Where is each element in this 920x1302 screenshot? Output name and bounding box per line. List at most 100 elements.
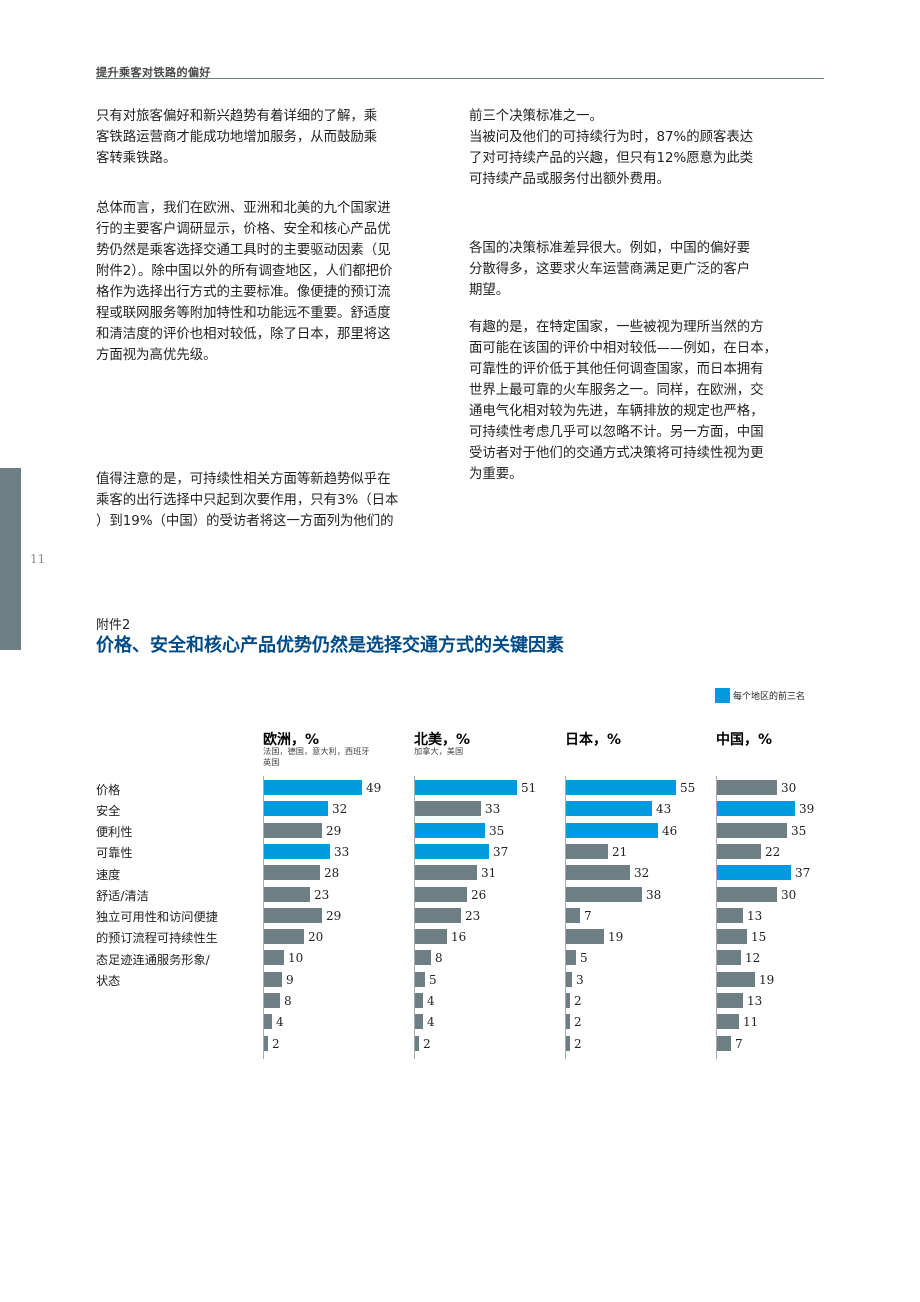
bar	[717, 865, 791, 881]
bar-value-label: 2	[574, 1015, 582, 1030]
bar-value-label: 4	[276, 1015, 284, 1030]
bar-value-label: 7	[584, 908, 592, 923]
bar-value-label: 4	[427, 994, 435, 1008]
bar	[415, 950, 431, 966]
panel-axis	[716, 776, 717, 1059]
bar-value-label: 23	[465, 908, 481, 923]
bar	[566, 886, 642, 902]
bar	[717, 950, 741, 966]
bar	[717, 971, 755, 987]
bar	[566, 843, 608, 859]
category-label: 安全	[96, 804, 121, 818]
panel-title: 中国，%	[716, 732, 773, 748]
bar-value-label: 8	[284, 994, 292, 1008]
bar	[717, 993, 743, 1008]
bar-value-label: 30	[781, 887, 797, 902]
bar	[566, 907, 580, 923]
bar	[415, 971, 425, 987]
panel-title: 北美，%	[414, 732, 471, 748]
bar	[717, 801, 795, 817]
bar-value-label: 10	[288, 951, 304, 966]
annex-title: 价格、安全和核心产品优势仍然是选择交通方式的关键因素	[96, 635, 564, 656]
bar-value-label: 21	[612, 844, 628, 859]
bar-value-label: 19	[759, 972, 775, 987]
bar-value-label: 26	[471, 887, 487, 902]
category-label: 可靠性	[96, 846, 133, 860]
page-number: 11	[30, 552, 46, 566]
panel-axis	[414, 776, 415, 1059]
bar-value-label: 12	[745, 951, 761, 966]
category-label: 速度	[96, 868, 121, 882]
category-label: 价格	[96, 783, 121, 797]
bar-value-label: 5	[580, 951, 588, 966]
bar	[566, 1014, 570, 1030]
bar-value-label: 37	[493, 844, 509, 859]
bar	[566, 993, 570, 1008]
bar-value-label: 31	[481, 866, 497, 881]
bar-value-label: 38	[646, 887, 662, 902]
bar-value-label: 32	[332, 802, 348, 817]
bar	[415, 780, 517, 795]
bar	[264, 865, 320, 881]
bar-value-label: 46	[662, 823, 678, 838]
bar-value-label: 13	[747, 994, 763, 1008]
bar	[415, 1014, 423, 1030]
bar-value-label: 35	[791, 823, 807, 838]
bar	[717, 1035, 731, 1051]
bar-value-label: 7	[735, 1036, 743, 1051]
legend-swatch	[715, 688, 730, 703]
left-paragraph-2: 总体而言，我们在欧洲、亚洲和北美的九个国家进 行的主要客户调研显示，价格、安全和…	[96, 201, 393, 363]
bar-value-label: 29	[326, 908, 342, 923]
bar-value-label: 39	[799, 802, 815, 817]
bar-value-label: 13	[747, 908, 763, 923]
category-label: 状态	[96, 973, 121, 988]
bar	[415, 843, 489, 859]
bar	[566, 1035, 570, 1051]
bar-value-label: 43	[656, 802, 672, 817]
category-label: 的预订流程可持续性生	[96, 931, 218, 946]
bar	[566, 950, 576, 966]
bar	[566, 780, 676, 795]
bar	[566, 865, 630, 881]
bar	[264, 1014, 272, 1030]
panel-axis	[565, 776, 566, 1059]
bar-value-label: 3	[576, 972, 584, 987]
bar-value-label: 8	[435, 951, 443, 966]
left-paragraph-1: 只有对旅客偏好和新兴趋势有着详细的了解，乘 客铁路运营商才能成功地增加服务，从而…	[96, 109, 378, 166]
right-paragraph-1: 前三个决策标准之一。 当被问及他们的可持续行为时，87%的顾客表达 了对可持续产…	[469, 109, 754, 187]
bar	[717, 843, 761, 859]
bar	[415, 929, 447, 945]
bar	[566, 822, 658, 838]
bar-value-label: 2	[423, 1036, 431, 1051]
bar-value-label: 55	[680, 781, 696, 795]
bar	[566, 929, 604, 945]
bar	[415, 907, 461, 923]
bar-value-label: 32	[634, 866, 650, 881]
bar	[717, 822, 787, 838]
bar-value-label: 49	[366, 781, 382, 795]
bar	[415, 886, 467, 902]
side-tab	[0, 468, 21, 650]
bar-value-label: 19	[608, 930, 624, 945]
header-rule	[96, 78, 824, 79]
bar	[264, 843, 330, 859]
panel-axis	[263, 776, 264, 1059]
bar	[264, 780, 362, 795]
bar-value-label: 2	[574, 1036, 582, 1051]
bar-value-label: 11	[743, 1015, 759, 1030]
bar	[717, 886, 777, 902]
bar	[415, 1035, 419, 1051]
bar	[264, 971, 282, 987]
bar-value-label: 23	[314, 887, 330, 902]
bar-value-label: 29	[326, 823, 342, 838]
bar	[717, 1014, 739, 1030]
bar-value-label: 9	[286, 972, 294, 987]
bar-value-label: 22	[765, 844, 781, 859]
right-paragraph-3: 有趣的是，在特定国家，一些被视为理所当然的方 面可能在该国的评价中相对较低——例…	[469, 320, 777, 482]
bar-value-label: 33	[334, 844, 350, 859]
bar-value-label: 16	[451, 930, 467, 945]
legend-label: 每个地区的前三名	[733, 692, 806, 702]
header-title: 提升乘客对铁路的偏好	[96, 66, 211, 79]
bar-value-label: 5	[429, 972, 437, 987]
panel-title: 日本，%	[565, 732, 622, 748]
